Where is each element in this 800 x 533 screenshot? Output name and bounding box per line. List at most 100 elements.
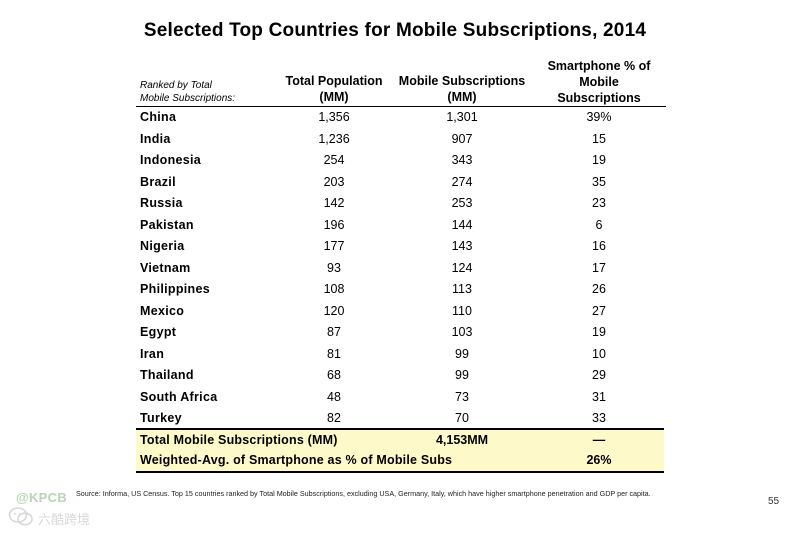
population-value: 82 [327, 411, 341, 425]
table-row: South Africa 48 73 31 [136, 387, 666, 409]
country-name: Pakistan [140, 217, 194, 232]
subscriptions-value: 103 [451, 325, 473, 339]
header-subscriptions: Mobile Subscriptions (MM) [391, 73, 533, 105]
header-subscriptions-line1: Mobile Subscriptions [398, 74, 526, 88]
weighted-average-label: Weighted-Avg. of Smartphone as % of Mobi… [140, 453, 453, 467]
watermark: @KPCB 六酷跨境 [8, 490, 128, 530]
population-value: 48 [327, 389, 341, 404]
population-value: 108 [323, 282, 345, 296]
totals-box: Total Mobile Subscriptions (MM) 4,153MM … [136, 428, 664, 473]
rank-note-line1: Ranked by Total [140, 80, 212, 91]
country-name: Thailand [140, 368, 194, 382]
table-row: Philippines 108 113 26 [136, 279, 666, 301]
table-row: China 1,356 1,301 39% [136, 107, 666, 129]
table-row: Pakistan 196 144 6 [136, 215, 666, 237]
country-name: South Africa [140, 389, 218, 404]
subscriptions-value: 253 [451, 196, 473, 210]
wechat-icon [8, 506, 34, 533]
smartphone-value: 23 [592, 196, 606, 210]
subscriptions-value: 73 [455, 389, 469, 404]
smartphone-value: 10 [592, 346, 606, 361]
page-title: Selected Top Countries for Mobile Subscr… [143, 20, 647, 41]
country-name: Brazil [140, 174, 176, 189]
weighted-average-value: 26% [586, 453, 612, 467]
table-row: Russia 142 253 23 [136, 193, 666, 215]
country-name: China [140, 110, 177, 124]
header-subscriptions-line2: (MM) [447, 90, 477, 104]
smartphone-value: 6 [595, 217, 603, 232]
page-number: 55 [768, 496, 780, 507]
smartphone-value: 33 [592, 411, 606, 425]
total-subscriptions-label: Total Mobile Subscriptions (MM) [140, 433, 338, 447]
population-value: 120 [323, 303, 345, 318]
subscriptions-value: 143 [451, 239, 473, 253]
country-name: Indonesia [140, 153, 202, 167]
header-population: Total Population (MM) [268, 73, 400, 105]
table-header: Ranked by Total Mobile Subscriptions: To… [136, 58, 666, 107]
weighted-average-row: Weighted-Avg. of Smartphone as % of Mobi… [136, 450, 664, 470]
subscriptions-value: 99 [455, 368, 469, 382]
total-subscriptions-value: 4,153MM [435, 433, 489, 447]
table-row: Iran 81 99 10 [136, 344, 666, 366]
watermark-brand: @KPCB [16, 490, 68, 505]
smartphone-value: 16 [592, 239, 606, 253]
source-note: Source: Informa, US Census. Top 15 count… [76, 489, 651, 498]
population-value: 68 [327, 368, 341, 382]
table-row: Egypt 87 103 19 [136, 322, 666, 344]
header-smartphone-line1: Smartphone % of [547, 59, 651, 73]
table-body: China 1,356 1,301 39% India 1,236 907 15 Indon… [136, 107, 666, 430]
population-value: 142 [323, 196, 345, 210]
table-row: Vietnam 93 124 17 [136, 258, 666, 280]
table-row: India 1,236 907 15 [136, 129, 666, 151]
subscriptions-value: 113 [452, 282, 472, 296]
smartphone-value: 27 [592, 303, 606, 318]
subscriptions-value: 70 [455, 411, 469, 425]
country-name: Iran [140, 346, 165, 361]
country-name: Russia [140, 196, 183, 210]
population-value: 1,356 [318, 110, 350, 124]
total-subscriptions-row: Total Mobile Subscriptions (MM) 4,153MM … [136, 430, 664, 450]
smartphone-value: 31 [592, 389, 606, 404]
country-name: Mexico [140, 303, 185, 318]
subscriptions-value: 343 [451, 153, 473, 167]
population-value: 254 [323, 153, 345, 167]
subscriptions-value: 274 [451, 174, 473, 189]
population-value: 87 [327, 325, 341, 339]
smartphone-value: 17 [592, 260, 606, 275]
population-value: 1,236 [318, 131, 350, 146]
smartphone-value: 26 [592, 282, 606, 296]
smartphone-value: 19 [592, 153, 606, 167]
header-smartphone-line2: Mobile [579, 75, 619, 89]
country-name: Egypt [140, 325, 177, 339]
rank-note: Ranked by Total Mobile Subscriptions: [140, 79, 260, 105]
population-value: 203 [323, 174, 345, 189]
total-smartphone-value: — [592, 433, 606, 447]
smartphone-value: 29 [592, 368, 606, 382]
table-row: Mexico 120 110 27 [136, 301, 666, 323]
country-name: Nigeria [140, 239, 185, 253]
smartphone-value: 35 [592, 174, 606, 189]
country-name: Philippines [140, 282, 210, 296]
table-row: Indonesia 254 343 19 [136, 150, 666, 172]
smartphone-value: 15 [592, 131, 606, 146]
country-name: Vietnam [140, 260, 191, 275]
country-name: Turkey [140, 411, 182, 425]
population-value: 196 [323, 217, 345, 232]
header-population-line1: Total Population [285, 74, 383, 88]
population-value: 177 [323, 239, 345, 253]
table-row: Turkey 82 70 33 [136, 408, 666, 430]
table-row: Brazil 203 274 35 [136, 172, 666, 194]
smartphone-value: 39% [586, 110, 612, 124]
country-name: India [140, 131, 171, 146]
header-population-line2: (MM) [319, 90, 349, 104]
population-value: 81 [327, 346, 341, 361]
subscriptions-value: 907 [451, 131, 473, 146]
smartphone-value: 19 [592, 325, 606, 339]
header-smartphone-line3: Subscriptions [557, 91, 641, 105]
table-row: Nigeria 177 143 16 [136, 236, 666, 258]
subscriptions-value: 99 [455, 346, 469, 361]
subscriptions-value: 124 [451, 260, 473, 275]
subscriptions-value: 110 [452, 303, 472, 318]
population-value: 93 [327, 260, 341, 275]
subscriptions-value: 144 [451, 217, 473, 232]
